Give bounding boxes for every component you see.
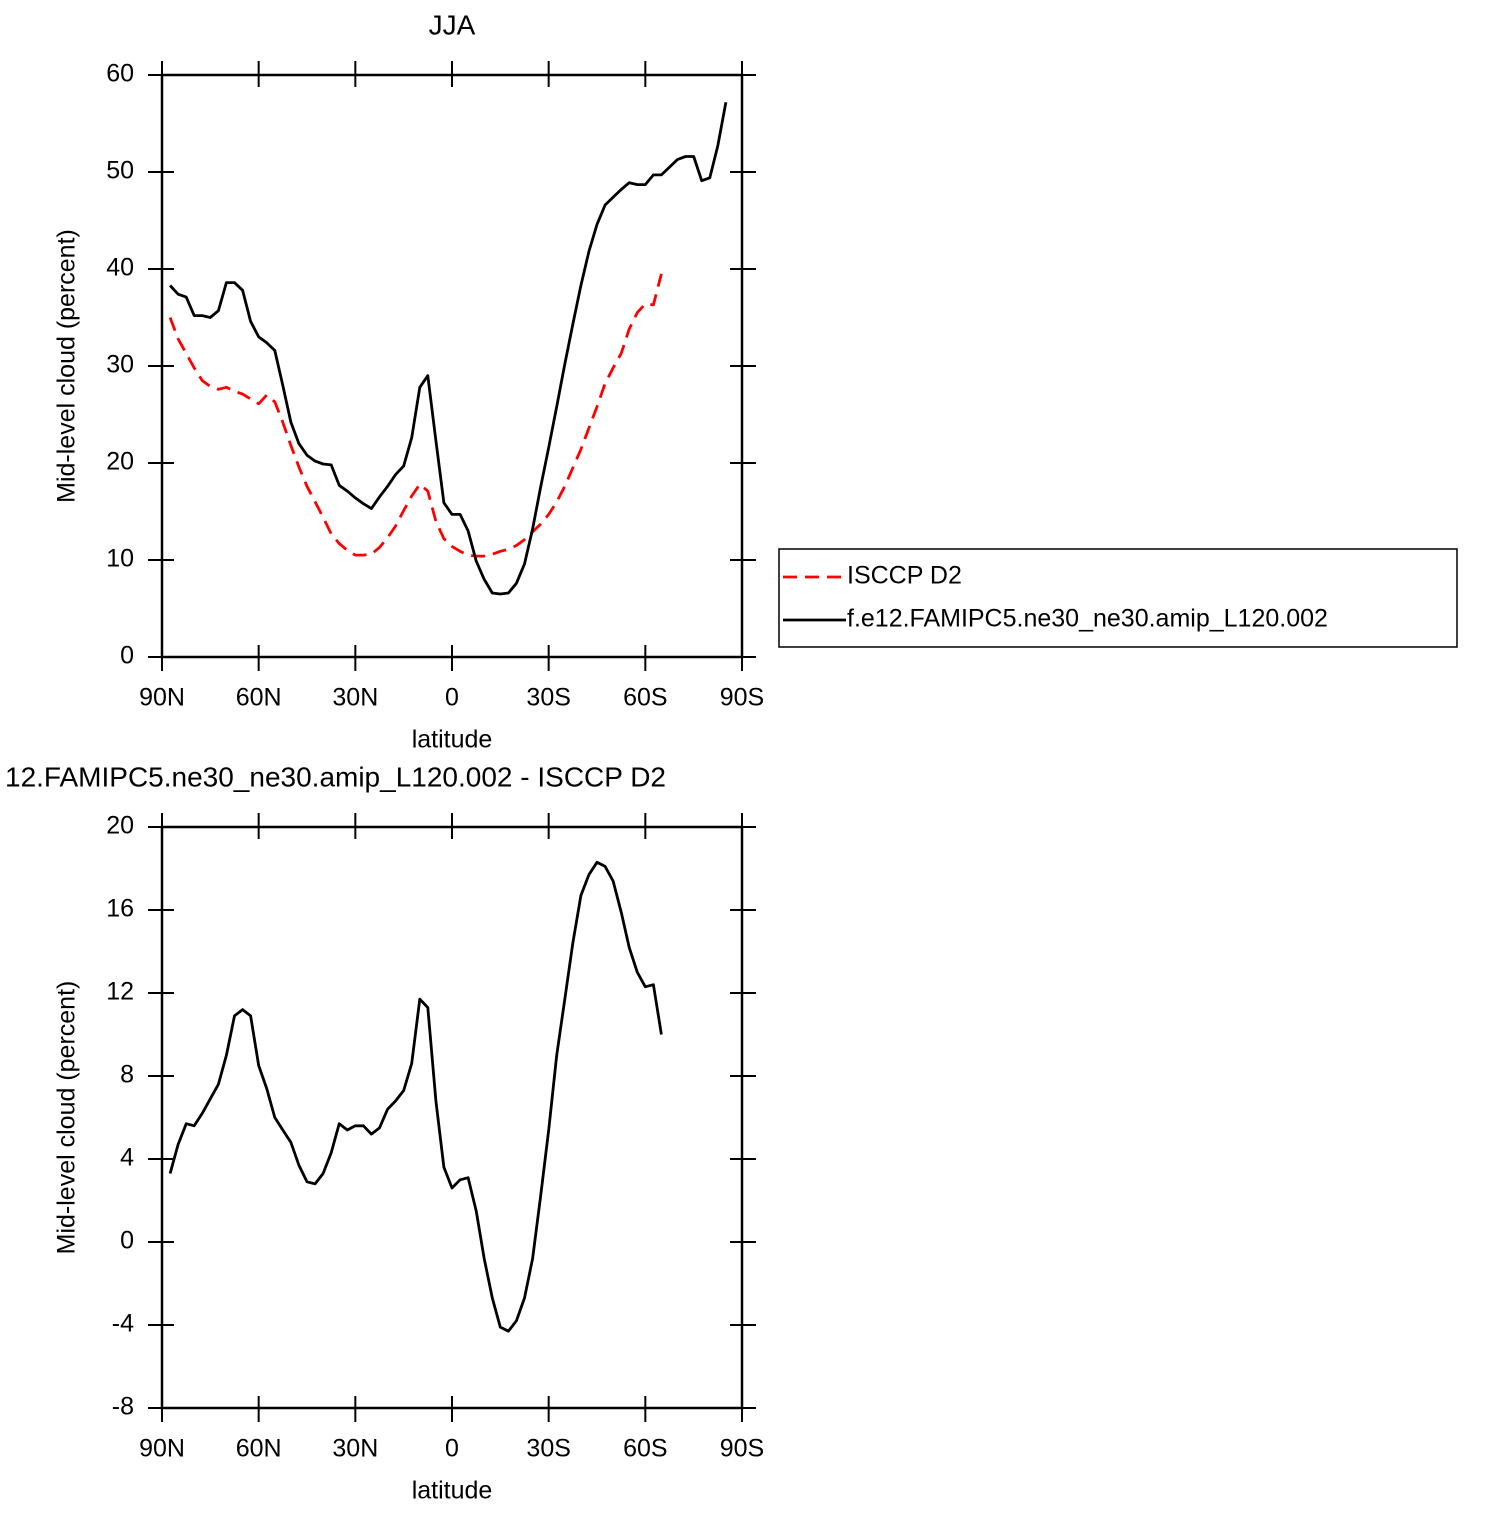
x-tick-label: 60S	[623, 1435, 667, 1463]
x-axis-label: latitude	[412, 726, 493, 754]
y-tick-label: -8	[112, 1393, 134, 1421]
x-tick-label: 30S	[526, 684, 570, 712]
y-tick-label: -4	[112, 1310, 134, 1338]
x-tick-label: 90S	[720, 1435, 764, 1463]
x-tick-label: 90N	[139, 684, 185, 712]
data-line	[169, 101, 728, 596]
plot-frame	[160, 825, 744, 1410]
y-tick-label: 10	[106, 545, 134, 573]
x-tick-label: 30N	[332, 1435, 378, 1463]
y-tick-label: 16	[106, 895, 134, 923]
x-tick-label: 60N	[236, 684, 282, 712]
chart-title: JJA	[429, 9, 476, 40]
y-axis-label: Mid-level cloud (percent)	[53, 229, 81, 503]
y-tick-label: 60	[106, 60, 134, 88]
legend-label: ISCCP D2	[847, 562, 962, 590]
y-tick-label: 4	[120, 1144, 134, 1172]
x-tick-label: 30S	[526, 1435, 570, 1463]
plot-frame	[160, 73, 744, 659]
y-tick-label: 30	[106, 351, 134, 379]
data-line	[168, 273, 663, 558]
y-tick-label: 20	[106, 448, 134, 476]
data-line	[168, 860, 663, 1333]
y-tick-label: 40	[106, 254, 134, 282]
x-tick-label: 0	[445, 684, 459, 712]
x-tick-label: 60S	[623, 684, 667, 712]
x-tick-label: 30N	[332, 684, 378, 712]
y-tick-label: 20	[106, 812, 134, 840]
x-axis-label: latitude	[412, 1477, 493, 1505]
legend-box	[778, 548, 1458, 648]
y-tick-label: 50	[106, 157, 134, 185]
legend-label: f.e12.FAMIPC5.ne30_ne30.amip_L120.002	[847, 605, 1328, 633]
x-tick-label: 0	[445, 1435, 459, 1463]
y-tick-label: 0	[120, 642, 134, 670]
x-tick-label: 90S	[720, 684, 764, 712]
y-tick-label: 12	[106, 978, 134, 1006]
chart-title: 12.FAMIPC5.ne30_ne30.amip_L120.002 - ISC…	[5, 761, 666, 792]
y-tick-label: 8	[120, 1061, 134, 1089]
x-tick-label: 60N	[236, 1435, 282, 1463]
x-tick-label: 90N	[139, 1435, 185, 1463]
y-tick-label: 0	[120, 1227, 134, 1255]
y-axis-label: Mid-level cloud (percent)	[53, 981, 81, 1255]
